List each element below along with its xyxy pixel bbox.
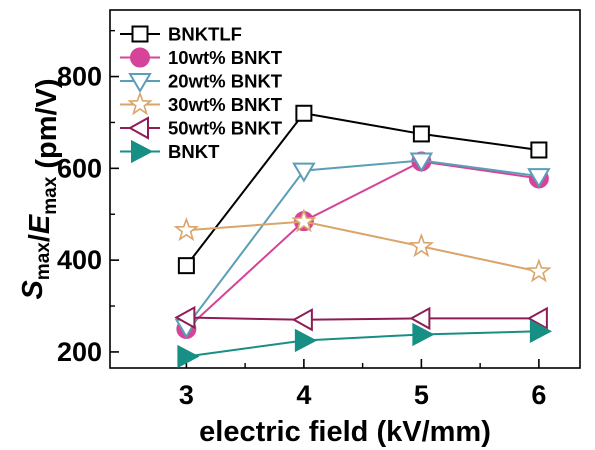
legend-entry: BNKT — [120, 139, 220, 164]
series-5 — [177, 319, 553, 369]
legend-marker — [130, 47, 150, 68]
data-point — [527, 168, 551, 189]
axes: 3 4 5 6 200 400 600 800 — [57, 29, 546, 410]
legend-entry: 10wt% BNKT — [120, 47, 283, 68]
series-0 — [177, 104, 548, 275]
legend-entry: 20wt% BNKT — [120, 71, 283, 93]
plot-frame — [109, 9, 581, 369]
data-point — [292, 162, 316, 183]
data-point — [291, 308, 313, 332]
data-point — [174, 305, 196, 330]
y-label-part: (pm/V) — [31, 78, 63, 176]
data-point — [295, 104, 313, 122]
series-layer — [173, 104, 553, 369]
y-tick-label: 400 — [57, 245, 102, 275]
data-point — [526, 258, 552, 283]
y-label-part: / — [24, 234, 56, 242]
y-tick-label: 200 — [57, 337, 102, 367]
data-point — [294, 328, 318, 353]
data-point — [412, 322, 435, 347]
legend-marker — [128, 73, 152, 93]
series-4 — [174, 305, 548, 332]
legend-label: 10wt% BNKT — [168, 47, 283, 68]
legend-label: 20wt% BNKT — [168, 71, 283, 92]
series-line — [186, 220, 540, 273]
series-line — [186, 316, 539, 321]
data-point — [177, 257, 195, 275]
series-line — [185, 159, 540, 328]
series-2 — [174, 152, 551, 339]
series-line — [185, 160, 540, 330]
x-axis-label: electric field (kV/mm) — [199, 416, 491, 448]
data-point — [177, 344, 200, 369]
series-line — [185, 112, 540, 267]
x-tick-label: 6 — [531, 380, 546, 410]
legend-marker — [131, 25, 149, 43]
data-point — [529, 319, 553, 343]
legend-label: BNKT — [168, 141, 220, 162]
y-axis-label: Smax/Emax (pm/V) — [17, 78, 63, 299]
series-line — [186, 330, 539, 358]
legend-entry: BNKTLF — [120, 24, 242, 45]
series-1 — [176, 151, 549, 339]
y-label-subscript: max — [40, 176, 61, 214]
data-point — [409, 152, 434, 173]
legend-label: BNKTLF — [168, 24, 242, 45]
legend-marker — [131, 139, 154, 164]
series-3 — [173, 208, 552, 283]
data-point — [526, 306, 548, 331]
legend-marker — [127, 116, 149, 140]
x-tick-label: 3 — [179, 380, 194, 410]
data-point — [173, 216, 200, 242]
y-label-part: S — [17, 280, 49, 300]
data-point — [412, 125, 430, 143]
data-point — [409, 306, 431, 331]
legend-label: 30wt% BNKT — [168, 94, 283, 115]
y-label-subscript: max — [33, 242, 54, 280]
legend-entry: 50wt% BNKT — [120, 116, 283, 140]
data-point — [291, 208, 317, 233]
data-point — [408, 233, 435, 258]
x-tick-label: 4 — [296, 380, 311, 410]
y-tick-label: 600 — [57, 153, 102, 183]
y-tick-label: 800 — [57, 62, 102, 92]
legend-entry: 30wt% BNKT — [120, 91, 283, 116]
legend-marker — [127, 91, 153, 116]
x-tick-label: 5 — [414, 380, 429, 410]
y-label-part: E — [24, 213, 56, 234]
data-point — [530, 141, 548, 159]
legend-label: 50wt% BNKT — [168, 118, 283, 139]
